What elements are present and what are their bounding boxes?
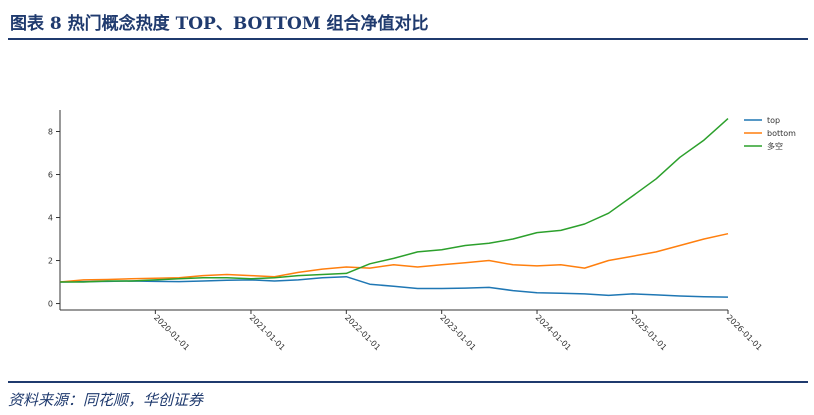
y-tick-label: 0 xyxy=(48,300,53,309)
series-line-bottom xyxy=(59,232,729,283)
x-tick-label: 2022-01-01 xyxy=(343,313,382,352)
legend-entry: top xyxy=(767,116,780,125)
x-tick-label: 2025-01-01 xyxy=(629,313,668,352)
y-tick-label: 2 xyxy=(48,257,53,266)
x-tick-label: 2024-01-01 xyxy=(534,313,573,352)
y-tick-label: 4 xyxy=(48,214,53,223)
figure-title: 图表 8 热门概念热度 TOP、BOTTOM 组合净值对比 xyxy=(10,14,429,34)
series-line-top xyxy=(59,275,729,298)
x-tick-label: 2026-01-01 xyxy=(725,313,764,352)
y-tick-label: 8 xyxy=(48,128,53,137)
y-tick-label: 6 xyxy=(48,171,53,180)
report-header: 图表 8 热门概念热度 TOP、BOTTOM 组合净值对比 xyxy=(8,4,808,34)
x-tick-label: 2020-01-01 xyxy=(152,313,191,352)
legend-entry: 多空 xyxy=(767,141,783,151)
footer-rule xyxy=(8,381,808,383)
source-note: 资料来源：同花顺，华创证券 xyxy=(8,391,204,409)
chart-series xyxy=(59,118,729,298)
chart-axes: 0 2 4 6 8 2020-01-01 2021-01-01 2022-01-01 2023-… xyxy=(48,110,764,352)
x-tick-label: 2023-01-01 xyxy=(438,313,477,352)
chart-legend: top bottom 多空 xyxy=(744,116,796,151)
header-rule xyxy=(8,38,808,40)
series-line-多空 xyxy=(60,118,729,283)
legend-entry: bottom xyxy=(767,129,796,138)
line-chart: 0 2 4 6 8 2020-01-01 2021-01-01 2022-01-01 2023-… xyxy=(48,110,796,352)
x-tick-label: 2021-01-01 xyxy=(248,313,287,352)
